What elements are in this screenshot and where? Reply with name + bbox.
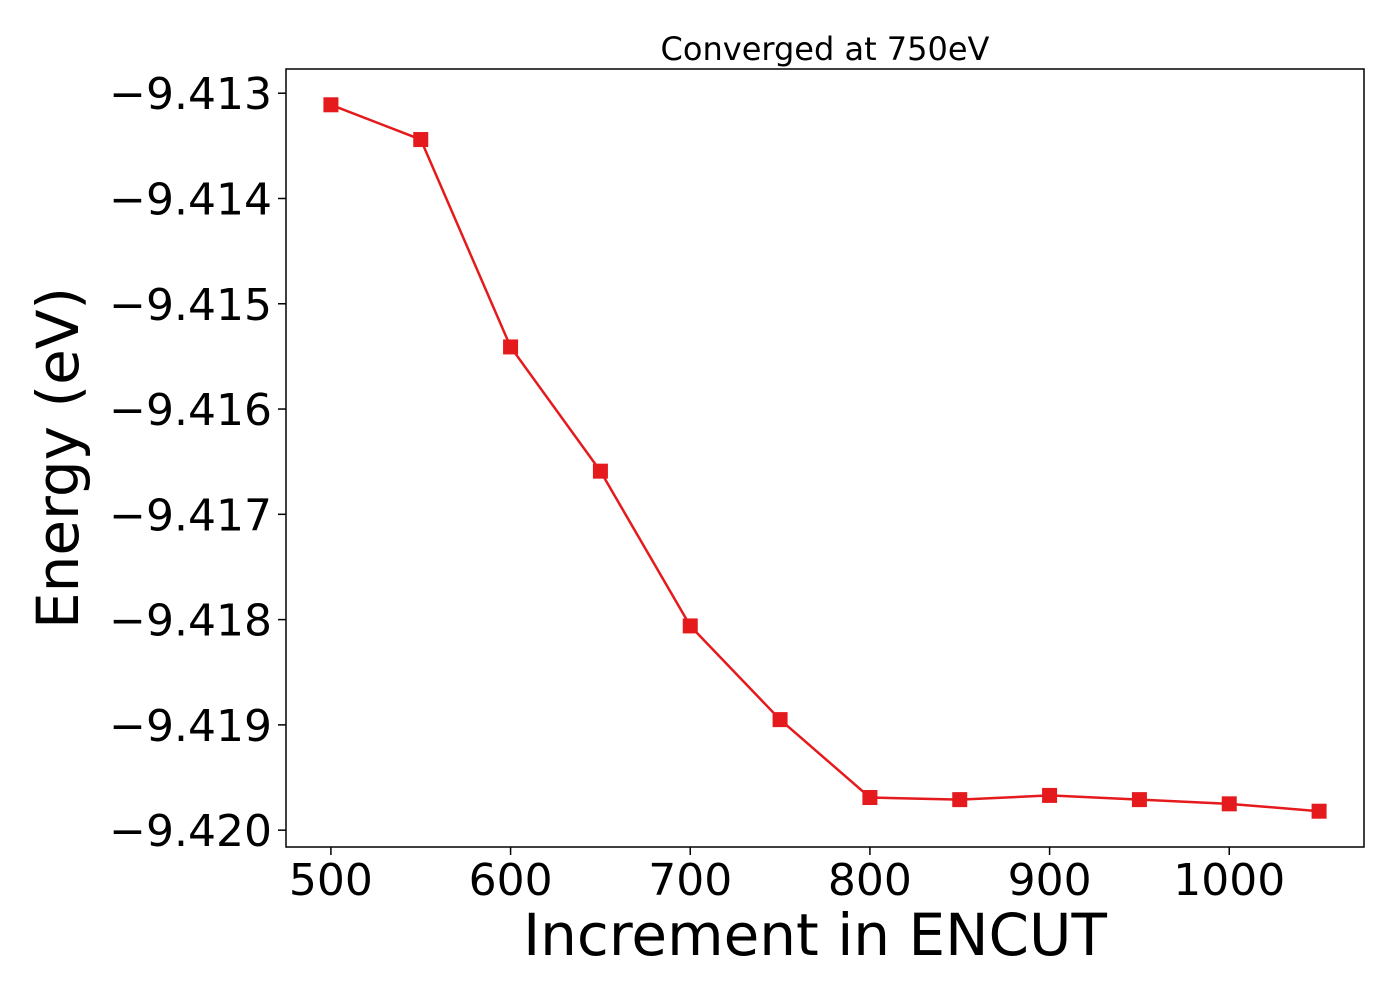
- data-point-marker: [772, 712, 788, 728]
- data-point-marker: [323, 97, 339, 113]
- data-point-marker: [682, 618, 698, 634]
- data-point-marker: [952, 792, 968, 808]
- data-point-marker: [862, 790, 878, 806]
- x-tick-label: 1000: [1173, 855, 1285, 906]
- data-point-marker: [1311, 803, 1327, 819]
- x-tick-label: 900: [1008, 855, 1092, 906]
- axis-ticks: 500 600 700 800 900 1000 −9.413 −9.414 −9.415 −9.…: [109, 69, 1285, 906]
- data-point-marker: [1131, 792, 1147, 808]
- y-tick-label: −9.418: [109, 596, 272, 647]
- y-tick-label: −9.420: [109, 806, 272, 857]
- data-point-marker: [1221, 796, 1237, 812]
- x-tick-label: 800: [828, 855, 912, 906]
- data-point-marker: [1042, 787, 1058, 803]
- y-tick-label: −9.414: [109, 174, 272, 225]
- chart-title: Converged at 750eV: [661, 30, 990, 68]
- data-point-marker: [413, 132, 429, 148]
- plot-area: [285, 68, 1365, 848]
- data-series: [323, 97, 1327, 819]
- x-tick-label: 500: [289, 855, 373, 906]
- x-tick-label: 600: [469, 855, 553, 906]
- y-tick-label: −9.415: [109, 280, 272, 331]
- x-tick-label: 700: [648, 855, 732, 906]
- y-axis-label: Energy (eV): [24, 287, 92, 629]
- y-tick-label: −9.417: [109, 490, 272, 541]
- series-line: [330, 103, 1320, 813]
- data-point-marker: [503, 339, 519, 355]
- data-point-marker: [592, 463, 608, 479]
- y-tick-label: −9.413: [109, 69, 272, 120]
- x-axis-label: Increment in ENCUT: [523, 901, 1107, 969]
- y-tick-label: −9.419: [109, 701, 272, 752]
- y-tick-label: −9.416: [109, 385, 272, 436]
